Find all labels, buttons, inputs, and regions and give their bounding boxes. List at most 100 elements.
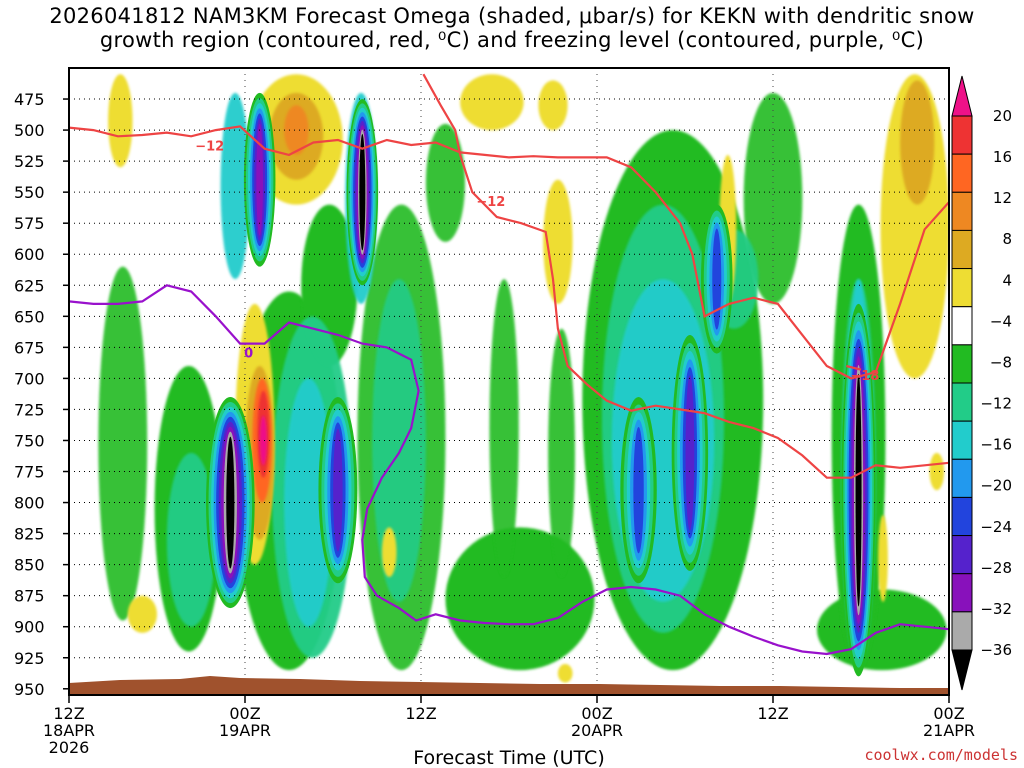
colorbar-label-9: −20 [980, 477, 1012, 495]
omega-band-8 [548, 328, 575, 578]
y-tick-label-950: 950 [14, 680, 45, 699]
x-tick-label-5-1: 21APR [923, 721, 975, 740]
y-tick-label-725: 725 [14, 400, 45, 419]
colorbar-label-0: 20 [993, 107, 1012, 125]
descent-area-0 [108, 74, 133, 168]
y-tick-label-850: 850 [14, 556, 45, 575]
omega-band-10 [743, 92, 803, 304]
x-tick-label-0-1: 18APR [43, 721, 95, 740]
y-tick-label-825: 825 [14, 525, 45, 544]
y-tick-label-525: 525 [14, 152, 45, 171]
ascent-core-2-ring-6 [256, 123, 263, 236]
descent-area-6 [543, 179, 573, 304]
colorbar-bin-7 [951, 344, 973, 384]
omega-band-13 [166, 452, 216, 627]
freezing-contour-label-0: 0 [244, 347, 253, 362]
descent-area-17 [929, 452, 945, 491]
colorbar-label-6: −8 [990, 353, 1012, 371]
x-tick-label-4-0: 12Z [757, 704, 788, 723]
ascent-core-8-ring-4 [712, 228, 722, 330]
colorbar-bin-9 [951, 420, 973, 460]
omega-band-19 [284, 378, 333, 627]
colorbar-label-1: 16 [993, 148, 1012, 166]
x-tick-label-2-0: 12Z [405, 704, 436, 723]
plot-area: −12 −12 −18 0 [69, 68, 949, 695]
colorbar-bin-14 [951, 611, 973, 651]
y-tick-label-750: 750 [14, 431, 45, 450]
omega-band-7 [489, 279, 519, 578]
colorbar-bin-4 [951, 229, 973, 270]
chart-title-line-1: 2026041812 NAM3KM Forecast Omega (shaded… [49, 4, 975, 28]
y-tick-label-600: 600 [14, 245, 45, 264]
x-tick-label-5-0: 00Z [933, 704, 964, 723]
y-tick-label-625: 625 [14, 276, 45, 295]
descent-area-3 [284, 105, 309, 155]
x-tick-label-0-0: 12Z [53, 704, 84, 723]
colorbar-bin-12 [951, 535, 973, 575]
plot-frame [68, 67, 950, 696]
omega-shading [98, 74, 949, 683]
chart-title-line-2: growth region (contoured, red, ⁰C) and f… [99, 28, 925, 52]
colorbar-bin-3 [951, 191, 973, 231]
colorbar-bin-11 [951, 496, 973, 537]
dgz-contour-1 [422, 73, 949, 479]
colorbar-label-4: 4 [1002, 271, 1012, 289]
colorbar-label-12: −32 [980, 600, 1012, 618]
colorbar-bin-2 [951, 153, 973, 193]
y-tick-label-550: 550 [14, 183, 45, 202]
colorbar-label-8: −16 [980, 436, 1012, 454]
colorbar-bin-8 [951, 382, 973, 422]
ascent-core-3-ring-8 [359, 133, 366, 251]
x-tick-label-1-1: 19APR [219, 721, 271, 740]
ascent-core-7-ring-8 [855, 373, 862, 607]
colorbar-label-7: −12 [980, 395, 1012, 413]
omega-band-6 [445, 527, 595, 671]
descent-area-5 [538, 80, 568, 131]
colorbar-bin-10 [951, 458, 973, 498]
terrain [69, 676, 949, 695]
y-tick-label-575: 575 [14, 214, 45, 233]
descent-area-19 [557, 663, 573, 683]
colorbar-label-5: −4 [990, 312, 1012, 330]
y-tick-label-925: 925 [14, 649, 45, 668]
colorbar-bin-0 [951, 75, 973, 117]
y-tick-label-500: 500 [14, 121, 45, 140]
ascent-core-6-ring-4 [633, 426, 644, 554]
y-tick-label-650: 650 [14, 307, 45, 326]
descent-area-18 [381, 527, 397, 578]
descent-area-14 [900, 80, 935, 205]
dgz-contour-0 [69, 125, 949, 380]
x-tick-label-0-2: 2026 [49, 738, 90, 757]
omega-band-0 [98, 266, 148, 621]
y-axis: 475 500 525 550 575 600 625 650 675 700 725 750 775 8… [14, 90, 69, 699]
colorbar-bin-13 [951, 573, 973, 613]
colorbar-label-3: 8 [1002, 230, 1012, 248]
dgz-contour-2 [846, 364, 862, 371]
y-tick-label-800: 800 [14, 494, 45, 513]
colorbar: 20 16 12 8 4 −4 −8 −12 −16 −20 −24 −28 −32 −36 [951, 75, 1012, 691]
omega-band-5 [425, 123, 466, 242]
colorbar-label-10: −24 [980, 518, 1012, 536]
freezing-level-contours: 0 [69, 284, 949, 656]
ascent-core-0-ring-8 [226, 436, 235, 569]
x-tick-label-3-1: 20APR [571, 721, 623, 740]
colorbar-bin-6 [951, 306, 973, 346]
y-tick-label-875: 875 [14, 587, 45, 606]
x-axis-title: Forecast Time (UTC) [413, 747, 604, 768]
ascent-core-4-ring-5 [333, 428, 343, 552]
x-tick-label-3-0: 00Z [581, 704, 612, 723]
dgz-contour-label-1: −12 [476, 195, 505, 210]
y-tick-label-700: 700 [14, 369, 45, 388]
y-tick-label-675: 675 [14, 338, 45, 357]
freezing-contour-0 [69, 284, 949, 656]
descent-area-7 [127, 595, 157, 633]
colorbar-label-2: 12 [993, 189, 1012, 207]
credit-text: coolwx.com/models [864, 746, 1018, 764]
descent-area-4 [460, 74, 524, 131]
dgz-contour-label-2: −18 [850, 369, 879, 384]
omega-band-21 [220, 92, 250, 280]
dendritic-growth-contours: −12 −12 −18 [69, 73, 949, 479]
descent-area-12 [259, 415, 268, 466]
